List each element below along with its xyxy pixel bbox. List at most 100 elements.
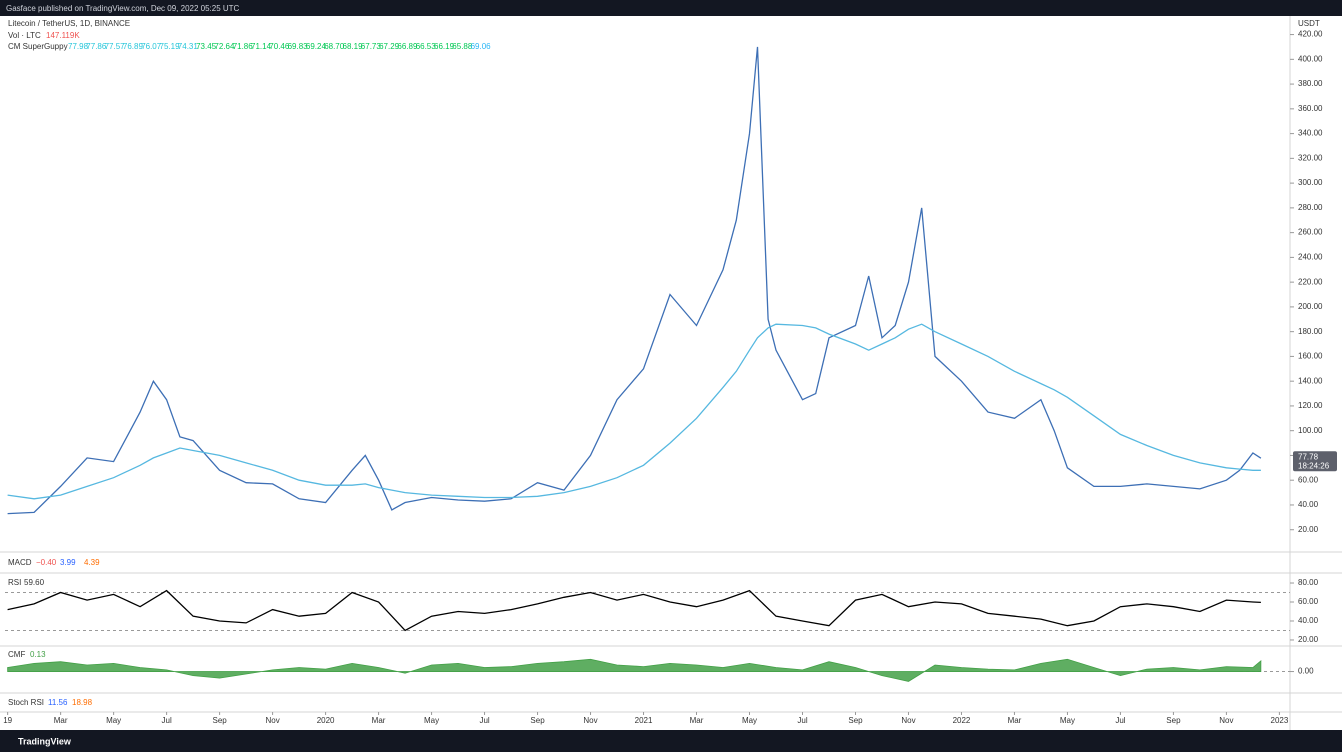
x-tick-label: May [106,716,121,725]
x-tick-label: 2020 [317,716,335,725]
guppy-value: 67.29 [379,42,400,51]
guppy-label: CM SuperGuppy [8,42,68,51]
guppy-value: 69.83 [288,42,309,51]
x-tick-label: 2023 [1271,716,1289,725]
x-tick-label: Sep [848,716,863,725]
cmf-value: 0.13 [30,650,46,659]
y-tick-label: 180.00 [1298,327,1323,336]
x-tick-label: Mar [54,716,68,725]
y-tick-label: 420.00 [1298,30,1323,39]
guppy-value: 76.89 [123,42,144,51]
y-tick-label: 80.00 [1298,578,1319,587]
macd-value: 3.99 [60,558,76,567]
guppy-value: 66.19 [434,42,455,51]
published-note: Gasface published on TradingView.com, De… [6,4,240,13]
guppy-value: 66.53 [416,42,437,51]
x-tick-label: Mar [690,716,704,725]
y-tick-label: 140.00 [1298,376,1323,385]
y-tick-label: 0.00 [1298,667,1314,676]
x-tick-label: Jul [162,716,172,725]
x-tick-label: 19 [3,716,12,725]
x-tick-label: Sep [1166,716,1181,725]
macd-label: MACD [8,558,32,567]
x-tick-label: Jul [1115,716,1125,725]
y-tick-label: 40.00 [1298,616,1319,625]
y-tick-label: 380.00 [1298,79,1323,88]
currency-label: USDT [1298,19,1320,28]
guppy-value: 68.70 [324,42,345,51]
y-tick-label: 100.00 [1298,426,1323,435]
x-tick-label: Mar [1008,716,1022,725]
guppy-value: 76.07 [141,42,162,51]
x-tick-label: 2022 [953,716,971,725]
guppy-value: 75.19 [160,42,181,51]
y-tick-label: 260.00 [1298,228,1323,237]
x-tick-label: Nov [901,716,915,725]
guppy-value: 69.06 [471,42,492,51]
guppy-value: 66.89 [397,42,418,51]
rsi-value: 59.60 [24,578,45,587]
x-tick-label: Jul [797,716,807,725]
y-tick-label: 320.00 [1298,153,1323,162]
guppy-value: 68.19 [343,42,364,51]
y-tick-label: 160.00 [1298,352,1323,361]
guppy-value: 69.24 [306,42,327,51]
cmf-area [7,658,1262,682]
y-tick-label: 240.00 [1298,252,1323,261]
rsi-label: RSI [8,578,21,587]
countdown: 18:24:26 [1298,461,1330,470]
x-tick-label: Nov [583,716,597,725]
cmf-label: CMF [8,650,25,659]
x-tick-label: Nov [1219,716,1233,725]
guppy-value: 77.57 [105,42,126,51]
guppy-value: 65.88 [452,42,473,51]
y-tick-label: 280.00 [1298,203,1323,212]
x-tick-label: Mar [372,716,386,725]
macd-value: 4.39 [84,558,100,567]
guppy-value: 73.45 [196,42,217,51]
volume-value: 147.119K [46,31,80,40]
x-tick-label: May [742,716,757,725]
x-tick-label: 2021 [635,716,653,725]
guppy-value: 71.86 [233,42,254,51]
footer-bar [0,730,1342,752]
guppy-value: 70.46 [269,42,290,51]
y-tick-label: 20.00 [1298,635,1319,644]
top-bar [0,0,1342,16]
y-tick-label: 340.00 [1298,129,1323,138]
y-tick-label: 40.00 [1298,500,1319,509]
symbol-title: Litecoin / TetherUS, 1D, BINANCE [8,19,130,28]
y-tick-label: 120.00 [1298,401,1323,410]
y-tick-label: 220.00 [1298,277,1323,286]
x-tick-label: Sep [212,716,227,725]
last-price: 77.78 [1298,452,1319,461]
guppy-value: 77.98 [68,42,89,51]
stoch-value: 11.56 [48,698,68,707]
x-tick-label: Jul [479,716,489,725]
volume-label: Vol · LTC [8,31,41,40]
y-tick-label: 400.00 [1298,54,1323,63]
x-tick-label: Nov [265,716,279,725]
y-tick-label: 200.00 [1298,302,1323,311]
y-tick-label: 20.00 [1298,525,1319,534]
guppy-value: 71.14 [251,42,272,51]
price-line [7,323,1261,500]
x-tick-label: Sep [530,716,545,725]
guppy-value: 67.73 [361,42,382,51]
guppy-value: 74.31 [178,42,199,51]
price-line [7,589,1261,632]
x-tick-label: May [1060,716,1075,725]
stoch-label: Stoch RSI [8,698,44,707]
stoch-value: 18.98 [72,698,93,707]
y-tick-label: 300.00 [1298,178,1323,187]
price-line [7,46,1262,515]
macd-value: −0.40 [36,558,57,567]
x-tick-label: May [424,716,439,725]
footer-brand: TradingView [18,736,72,746]
y-tick-label: 60.00 [1298,597,1319,606]
price-label-box [1293,451,1337,472]
y-tick-label: 360.00 [1298,104,1323,113]
y-tick-label: 60.00 [1298,475,1319,484]
